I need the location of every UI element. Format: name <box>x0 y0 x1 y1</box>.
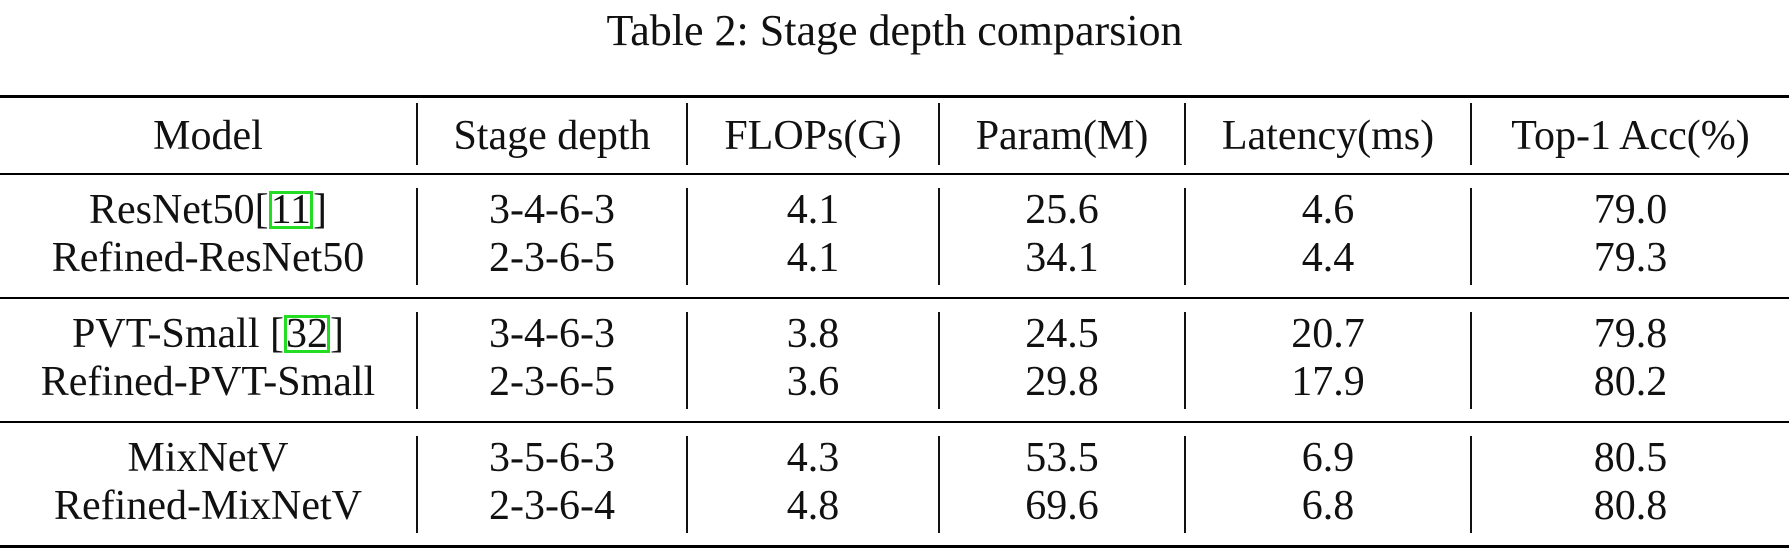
latency-value: 6.8 <box>1301 483 1355 529</box>
model-name: Refined-ResNet50 <box>51 235 365 281</box>
column-separator-line <box>1184 312 1186 409</box>
column-separator-line <box>686 103 688 165</box>
stage-depth-value: 2-3-6-5 <box>489 235 615 281</box>
model-label: ResNet50 <box>88 187 255 233</box>
group-divider-1 <box>0 297 1789 299</box>
accuracy-value: 79.8 <box>1593 311 1668 357</box>
citation-close: ] <box>313 187 328 233</box>
citation-open: [ <box>254 187 269 233</box>
model-label: PVT-Small <box>72 311 270 357</box>
flops-value: 4.8 <box>786 483 840 529</box>
table-caption: Table 2: Stage depth comparsion <box>606 6 1183 55</box>
stage-depth-value: 3-4-6-3 <box>489 311 615 357</box>
table-row: Refined-MixNetV 2-3-6-4 4.8 69.6 6.8 80.… <box>0 481 1789 531</box>
params-value: 69.6 <box>1025 483 1099 529</box>
params-value: 29.8 <box>1025 359 1099 405</box>
stage-depth-value: 3-4-6-3 <box>489 187 615 233</box>
citation-close: ] <box>329 311 344 357</box>
header-model: Model <box>153 113 263 159</box>
latency-value: 17.9 <box>1291 359 1365 405</box>
column-separator-line <box>416 436 418 533</box>
params-value: 25.6 <box>1025 187 1099 233</box>
header-accuracy: Top-1 Acc(%) <box>1511 113 1750 159</box>
column-separator-line <box>1470 312 1472 409</box>
group-divider-2 <box>0 421 1789 423</box>
table-row: PVT-Small [32] 3-4-6-3 3.8 24.5 20.7 79.… <box>0 309 1789 359</box>
stage-depth-value: 2-3-6-5 <box>489 359 615 405</box>
column-separator-line <box>416 312 418 409</box>
column-separator-line <box>686 188 688 285</box>
latency-value: 20.7 <box>1291 311 1365 357</box>
flops-value: 4.1 <box>786 187 840 233</box>
bottom-rule <box>0 545 1789 548</box>
latency-value: 4.4 <box>1301 235 1355 281</box>
params-value: 53.5 <box>1025 435 1099 481</box>
params-value: 34.1 <box>1025 235 1099 281</box>
model-name: Refined-MixNetV <box>54 483 362 529</box>
column-separator-line <box>686 312 688 409</box>
column-separator-line <box>1470 188 1472 285</box>
stage-depth-value: 2-3-6-4 <box>489 483 615 529</box>
model-name: MixNetV <box>127 435 289 481</box>
header-latency: Latency(ms) <box>1221 113 1435 159</box>
latency-value: 4.6 <box>1301 187 1355 233</box>
header-rule <box>0 173 1789 175</box>
citation-open: [ <box>269 311 284 357</box>
top-rule <box>0 95 1789 98</box>
header-stage-depth: Stage depth <box>453 113 651 159</box>
flops-value: 3.8 <box>786 311 840 357</box>
header-flops: FLOPs(G) <box>724 113 902 159</box>
model-name: Refined-PVT-Small <box>40 359 376 405</box>
column-separator-line <box>1470 103 1472 165</box>
citation-link[interactable]: 11 <box>268 187 314 233</box>
model-name: PVT-Small [32] <box>0 309 416 359</box>
column-separator-line <box>1184 188 1186 285</box>
table-row: Refined-PVT-Small 2-3-6-5 3.6 29.8 17.9 … <box>0 357 1789 407</box>
flops-value: 4.1 <box>786 235 840 281</box>
header-row: Model Stage depth FLOPs(G) Param(M) Late… <box>0 111 1789 161</box>
column-separator-line <box>938 188 940 285</box>
column-separator-line <box>1184 103 1186 165</box>
column-separator-line <box>938 312 940 409</box>
accuracy-value: 79.3 <box>1593 235 1668 281</box>
column-separator-line <box>1470 436 1472 533</box>
accuracy-value: 80.5 <box>1593 435 1668 481</box>
column-separator-line <box>686 436 688 533</box>
latency-value: 6.9 <box>1301 435 1355 481</box>
column-separator-line <box>1184 436 1186 533</box>
model-name: ResNet50[11] <box>0 185 416 235</box>
column-separator-line <box>416 188 418 285</box>
table-row: ResNet50[11] 3-4-6-3 4.1 25.6 4.6 79.0 <box>0 185 1789 235</box>
flops-value: 4.3 <box>786 435 840 481</box>
accuracy-value: 80.8 <box>1593 483 1668 529</box>
header-params: Param(M) <box>975 113 1149 159</box>
accuracy-value: 79.0 <box>1593 187 1668 233</box>
column-separator-line <box>938 103 940 165</box>
table-row: MixNetV 3-5-6-3 4.3 53.5 6.9 80.5 <box>0 433 1789 483</box>
accuracy-value: 80.2 <box>1593 359 1668 405</box>
params-value: 24.5 <box>1025 311 1099 357</box>
column-separator-line <box>416 103 418 165</box>
stage-depth-value: 3-5-6-3 <box>489 435 615 481</box>
flops-value: 3.6 <box>786 359 840 405</box>
table-row: Refined-ResNet50 2-3-6-5 4.1 34.1 4.4 79… <box>0 233 1789 283</box>
column-separator-line <box>938 436 940 533</box>
citation-link[interactable]: 32 <box>283 311 330 357</box>
